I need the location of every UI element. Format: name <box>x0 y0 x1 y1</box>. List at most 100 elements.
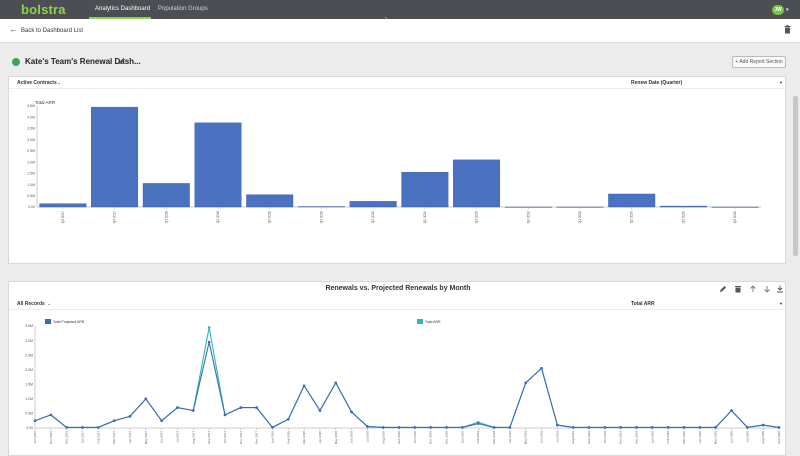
x-tick-label: Feb 2017 <box>96 431 100 444</box>
edit-pencil-icon[interactable] <box>719 285 727 293</box>
x-tick-label: Jun 2018 <box>350 431 354 444</box>
data-point <box>176 406 179 409</box>
x-tick-label: Aug 2017 <box>191 431 195 444</box>
tab-analytics-dashboard[interactable]: Analytics Dashboard <box>95 6 150 12</box>
chevron-down-icon[interactable]: ⌄ <box>47 301 51 307</box>
y-axis-label: Total ARR <box>35 100 56 105</box>
x-tick-label: Q2 2018 <box>216 211 220 223</box>
back-to-dashboard-list-link[interactable]: Back to Dashboard List <box>21 28 83 34</box>
bar <box>350 201 397 207</box>
download-icon[interactable] <box>776 285 784 293</box>
data-point <box>81 426 84 429</box>
data-point <box>556 424 559 427</box>
x-tick-label: Jun 2020 <box>730 431 734 444</box>
x-tick-label: Apr 2017 <box>128 431 132 444</box>
y-tick-label: 1.0M <box>27 183 35 187</box>
bar <box>40 204 87 207</box>
data-point <box>208 326 211 329</box>
dropdown-caret-icon[interactable]: ▼ <box>779 80 783 85</box>
x-tick-label: May 2019 <box>524 431 528 445</box>
y-tick-label: 4.0M <box>27 115 35 119</box>
x-tick-label: Jun 2017 <box>160 431 164 444</box>
data-point <box>129 415 132 418</box>
user-menu-chevron-icon[interactable]: ▾ <box>786 7 789 13</box>
x-tick-label: Mar 2017 <box>112 431 116 444</box>
top-nav-bar: bolstra Analytics Dashboard Population G… <box>0 0 800 19</box>
data-point <box>699 426 702 429</box>
x-tick-label: Sep 2018 <box>397 431 401 444</box>
data-point <box>445 426 448 429</box>
x-tick-label: Q3 2020 <box>681 211 685 223</box>
card1-controls: Active Contracts ⌄ Renew Date (Quarter) … <box>9 77 787 89</box>
page-scrollbar[interactable] <box>793 96 798 256</box>
tab-population-groups[interactable]: Population Groups <box>158 6 208 12</box>
move-down-arrow-icon[interactable] <box>763 285 771 293</box>
move-up-arrow-icon[interactable] <box>749 285 757 293</box>
total-arr-dropdown[interactable]: Total ARR <box>631 301 655 307</box>
active-contracts-dropdown[interactable]: Active Contracts <box>17 80 57 86</box>
x-tick-label: Q3 2019 <box>475 211 479 223</box>
data-point <box>509 426 512 429</box>
report-card-renewals-vs-projected: Renewals vs. Projected Renewals by Month… <box>8 281 786 456</box>
data-point <box>160 419 163 422</box>
data-point <box>224 414 227 417</box>
data-point <box>350 411 353 414</box>
add-report-section-button[interactable]: + Add Report Section <box>732 56 786 68</box>
data-point <box>303 384 306 387</box>
x-tick-label: Aug 2020 <box>761 431 765 444</box>
x-tick-label: Sep 2019 <box>587 431 591 444</box>
all-records-dropdown[interactable]: All Records <box>17 301 45 307</box>
y-tick-label: 1.5M <box>27 172 35 176</box>
x-tick-label: Jan 2020 <box>650 431 654 444</box>
delete-dashboard-trash-icon[interactable] <box>784 25 791 34</box>
edit-title-pencil-icon[interactable] <box>118 57 126 65</box>
legend-swatch <box>417 319 423 324</box>
chevron-down-icon[interactable]: ⌄ <box>57 80 61 86</box>
x-tick-label: Oct 2019 <box>603 431 607 444</box>
x-tick-label: Oct 2017 <box>223 431 227 444</box>
delete-trash-icon[interactable] <box>734 285 742 293</box>
x-tick-label: Apr 2020 <box>698 431 702 444</box>
data-point <box>429 426 432 429</box>
x-tick-label: May 2018 <box>334 431 338 445</box>
app-logo[interactable]: bolstra <box>21 2 66 17</box>
y-tick-label: 2.5M <box>27 149 35 153</box>
y-tick-label: 2.0M <box>25 368 33 372</box>
y-tick-label: 3.5M <box>25 324 33 328</box>
y-tick-label: 0.00 <box>28 205 35 209</box>
data-point <box>34 419 37 422</box>
x-tick-label: Oct 2018 <box>413 431 417 444</box>
data-point <box>540 367 543 370</box>
x-tick-label: Oct 2016 <box>33 431 37 444</box>
card2-controls: All Records ⌄ Total ARR ▼ <box>9 298 787 310</box>
data-point <box>382 426 385 429</box>
x-tick-label: Sep 2017 <box>207 431 211 444</box>
x-tick-label: Q3 2017 <box>61 211 65 223</box>
data-point <box>619 426 622 429</box>
data-point <box>97 426 100 429</box>
x-tick-label: Mar 2018 <box>302 431 306 444</box>
data-point <box>366 425 369 428</box>
legend-label: Total ARR <box>425 320 441 324</box>
back-arrow-icon[interactable]: ← <box>9 24 18 34</box>
data-point <box>192 409 195 412</box>
dropdown-caret-icon[interactable]: ▼ <box>779 301 783 306</box>
x-tick-label: Nov 2019 <box>619 431 623 444</box>
x-tick-label: Jul 2018 <box>365 431 369 443</box>
bar-chart: Total ARR0.000.5M1.0M1.5M2.0M2.5M3.0M3.5… <box>9 90 787 264</box>
bar <box>91 107 138 207</box>
bar <box>402 172 449 207</box>
x-tick-label: Dec 2018 <box>445 431 449 444</box>
series-line <box>35 327 779 427</box>
data-point <box>524 382 527 385</box>
x-tick-label: May 2017 <box>144 431 148 445</box>
bar <box>660 206 707 207</box>
user-avatar[interactable]: JW <box>772 5 784 15</box>
data-point <box>271 426 274 429</box>
x-tick-label: Apr 2019 <box>508 431 512 444</box>
x-tick-label: Jan 2019 <box>460 431 464 444</box>
x-tick-label: Jul 2019 <box>555 431 559 443</box>
x-tick-label: Dec 2016 <box>65 431 69 444</box>
renew-date-quarter-dropdown[interactable]: Renew Date (Quarter) <box>631 80 682 86</box>
x-tick-label: Jun 2019 <box>540 431 544 444</box>
